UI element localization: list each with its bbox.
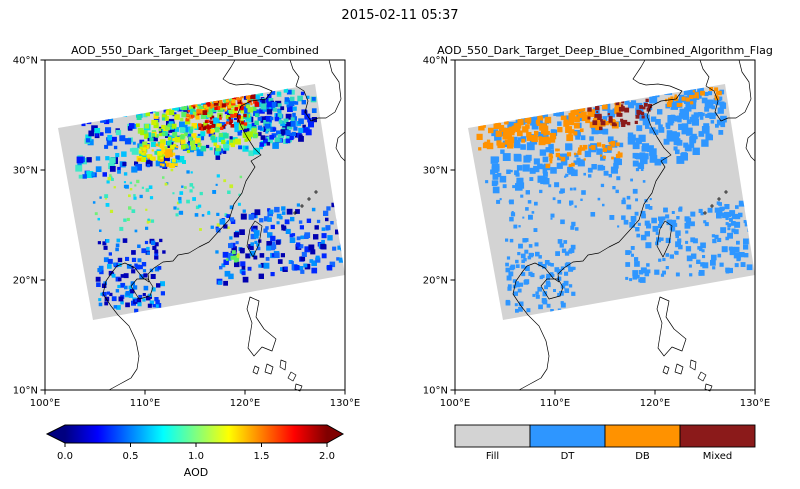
y-tick-label: 20°N <box>13 276 38 287</box>
colorbar-tick-label: 0.0 <box>57 451 73 462</box>
legend-segment-fill <box>454 424 531 448</box>
colorbar-tick-label: 2.0 <box>319 451 335 462</box>
right-panel-title: AOD_550_Dark_Target_Deep_Blue_Combined_A… <box>437 44 773 57</box>
colorbar-right-arrow <box>327 425 343 443</box>
colorbar-tick-label: 1.0 <box>188 451 204 462</box>
legend-label-dt: DT <box>561 451 576 462</box>
aod-map-panel: 100°E 110°E 120°E 130°E 40°N 30°N 20°N 10°N <box>13 56 360 410</box>
left-panel-title: AOD_550_Dark_Target_Deep_Blue_Combined <box>71 44 319 57</box>
y-tick-label: 20°N <box>423 276 448 287</box>
legend-label-mixed: Mixed <box>703 451 733 462</box>
y-tick-label: 10°N <box>13 386 38 397</box>
axis-ticks: 100°E 110°E 120°E 130°E 40°N 30°N 20°N 10°N <box>423 56 770 410</box>
y-tick-label: 40°N <box>13 56 38 67</box>
y-tick-label: 30°N <box>423 166 448 177</box>
x-tick-label: 130°E <box>740 398 770 409</box>
x-tick-label: 100°E <box>440 398 470 409</box>
x-tick-label: 110°E <box>130 398 160 409</box>
axis-ticks: 100°E 110°E 120°E 130°E 40°N 30°N 20°N 10°N <box>13 56 360 410</box>
colorbar-tick-label: 0.5 <box>123 451 139 462</box>
colorbar-tick-label: 1.5 <box>254 451 270 462</box>
x-tick-label: 100°E <box>30 398 60 409</box>
legend-label-fill: Fill <box>486 451 499 462</box>
legend-label-db: DB <box>635 451 650 462</box>
x-tick-label: 120°E <box>640 398 670 409</box>
legend-segment-mixed <box>679 424 756 448</box>
colorbar-gradient-bar <box>65 425 327 443</box>
y-tick-label: 30°N <box>13 166 38 177</box>
flag-legend: Fill DT DB Mixed <box>454 424 756 462</box>
legend-segment-db <box>604 424 681 448</box>
data-raster <box>476 84 754 315</box>
colorbar-left-arrow <box>47 425 65 443</box>
axes-frame <box>44 59 346 391</box>
aod-colorbar: 0.0 0.5 1.0 1.5 2.0 AOD <box>45 424 345 479</box>
coastlines <box>102 59 346 392</box>
coastlines <box>512 59 756 392</box>
algorithm-flag-map-panel: 100°E 110°E 120°E 130°E 40°N 30°N 20°N 10°N <box>423 56 770 410</box>
legend-segment-dt <box>529 424 606 448</box>
figure-title: 2015-02-11 05:37 <box>341 8 459 23</box>
y-tick-label: 10°N <box>423 386 448 397</box>
y-tick-label: 40°N <box>423 56 448 67</box>
colorbar-label: AOD <box>184 466 208 479</box>
x-tick-label: 110°E <box>540 398 570 409</box>
axes-frame <box>454 59 756 391</box>
x-tick-label: 120°E <box>230 398 260 409</box>
x-tick-label: 130°E <box>330 398 360 409</box>
